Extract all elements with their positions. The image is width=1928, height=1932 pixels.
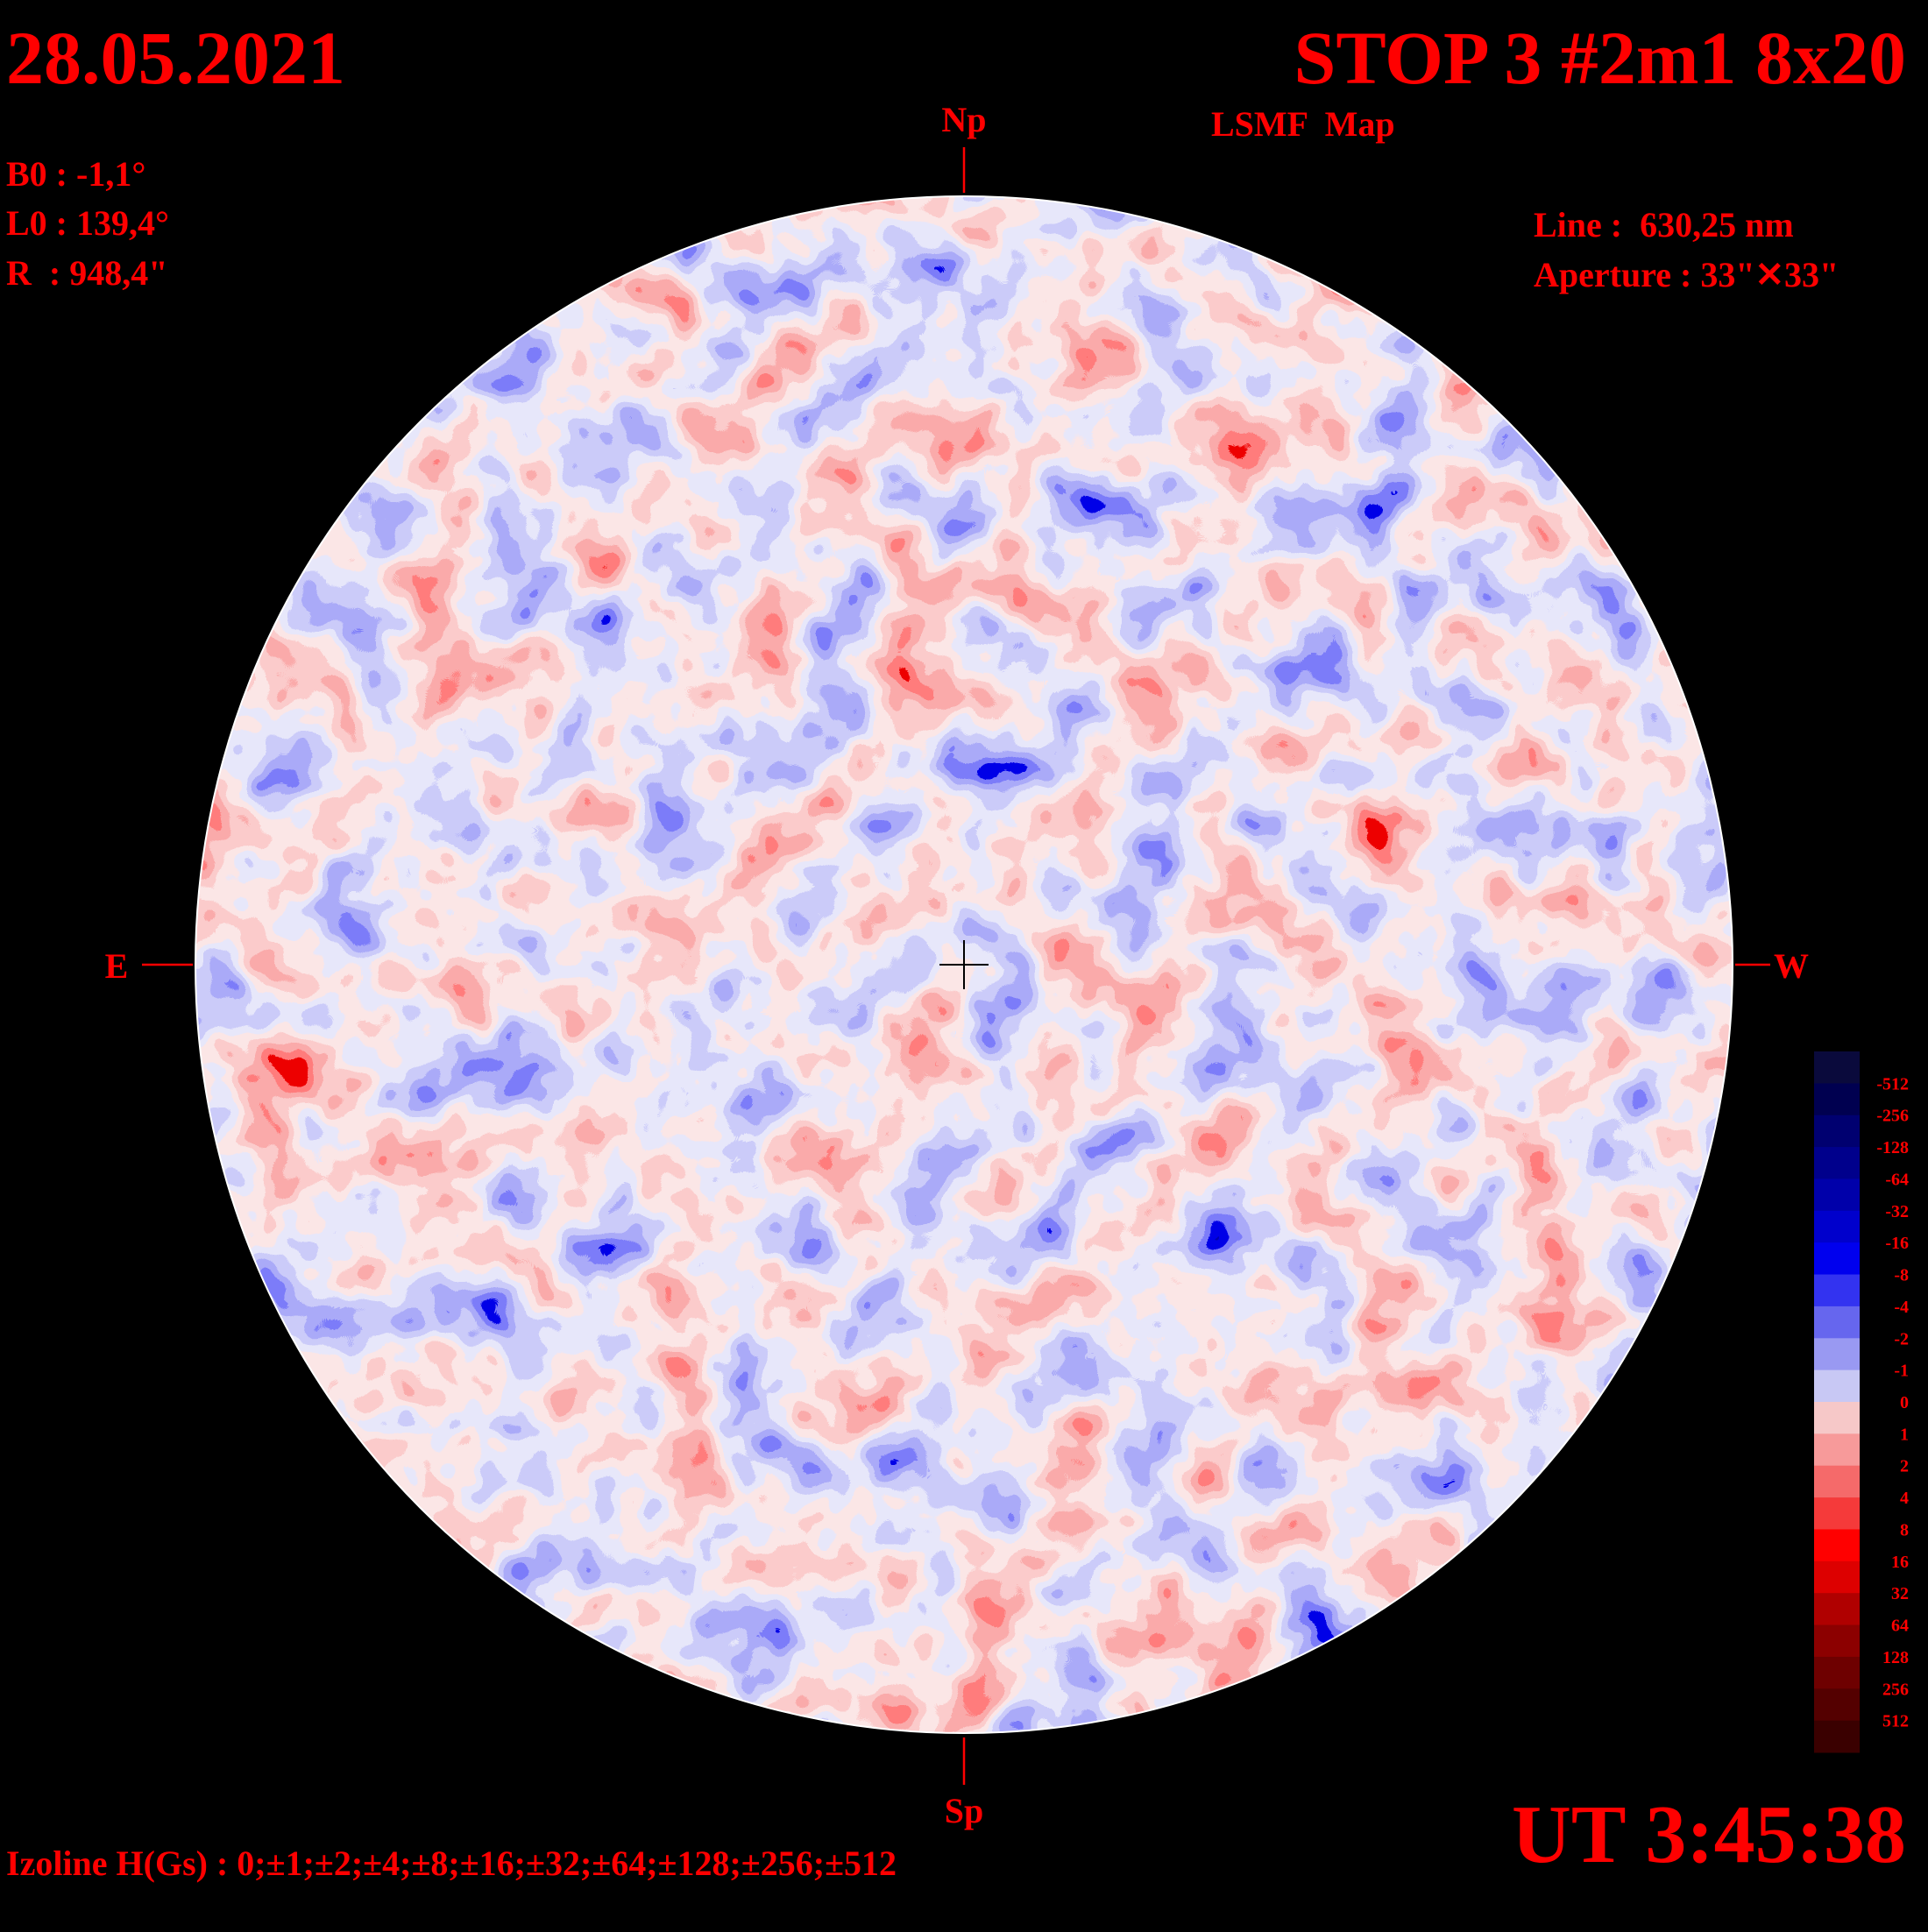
param: B0 : -1,1° [6, 154, 145, 194]
colorbar-band [1814, 1688, 1860, 1722]
colorbar-label: -1 [1894, 1362, 1909, 1381]
colorbar-label: 256 [1882, 1680, 1909, 1699]
colorbar-band [1814, 1051, 1860, 1084]
param: R : 948,4" [6, 253, 167, 293]
colorbar-label: 512 [1882, 1712, 1909, 1731]
colorbar-label: -2 [1894, 1329, 1909, 1348]
direction-label: E [105, 946, 129, 986]
param: Line : 630,25 nm [1534, 205, 1794, 244]
colorbar-band [1814, 1210, 1860, 1243]
colorbar-band [1814, 1529, 1860, 1562]
colorbar: -512 -256 -128 -64 -32 -16 -8 -4 -2 -1 0 1 2 4 8 16 32 64… [1814, 1051, 1909, 1753]
colorbar-label: -64 [1885, 1170, 1909, 1189]
izoline: Izoline H(Gs) : 0;±1;±2;±4;±8;±16;±32;±6… [6, 1844, 897, 1883]
colorbar-label: -32 [1885, 1202, 1909, 1221]
direction-label: Np [941, 100, 986, 139]
colorbar-band [1814, 1274, 1860, 1307]
colorbar-label: -128 [1876, 1138, 1909, 1157]
colorbar-label: 4 [1900, 1489, 1909, 1508]
title: STOP 3 #2m1 8x20 [1294, 16, 1906, 100]
colorbar-band [1814, 1560, 1860, 1594]
colorbar-band [1814, 1306, 1860, 1339]
colorbar-label: -16 [1885, 1234, 1909, 1253]
colorbar-label: 32 [1891, 1584, 1909, 1603]
disk-edge [195, 195, 1733, 1734]
colorbar-band [1814, 1115, 1860, 1148]
colorbar-band [1814, 1656, 1860, 1689]
param: Aperture : 33"✕33" [1534, 255, 1839, 294]
colorbar-band [1814, 1624, 1860, 1658]
colorbar-band [1814, 1083, 1860, 1116]
colorbar-label: 64 [1891, 1617, 1909, 1636]
colorbar-band [1814, 1593, 1860, 1626]
colorbar-band [1814, 1147, 1860, 1179]
colorbar-label: 8 [1900, 1520, 1909, 1539]
colorbar-label: 2 [1900, 1457, 1909, 1476]
param: L0 : 139,4° [6, 203, 169, 243]
subtitle: LSMF Map [1211, 104, 1395, 144]
colorbar-label: -256 [1876, 1107, 1909, 1126]
colorbar-band [1814, 1178, 1860, 1212]
colorbar-label: 0 [1900, 1393, 1909, 1412]
colorbar-label: -8 [1894, 1266, 1909, 1285]
colorbar-band [1814, 1242, 1860, 1276]
colorbar-label: 1 [1900, 1425, 1909, 1444]
colorbar-band [1814, 1338, 1860, 1371]
direction-label: Sp [945, 1791, 984, 1830]
colorbar-label: 16 [1891, 1553, 1909, 1572]
time: UT 3:45:38 [1512, 1789, 1906, 1880]
colorbar-band [1814, 1720, 1860, 1753]
colorbar-band [1814, 1497, 1860, 1530]
colorbar-band [1814, 1369, 1860, 1403]
direction-label: W [1774, 946, 1809, 986]
colorbar-band [1814, 1465, 1860, 1498]
colorbar-label: 128 [1882, 1648, 1909, 1667]
colorbar-band [1814, 1402, 1860, 1434]
date: 28.05.2021 [6, 16, 345, 100]
colorbar-label: -4 [1894, 1298, 1909, 1317]
colorbar-label: -512 [1876, 1074, 1909, 1093]
colorbar-band [1814, 1433, 1860, 1467]
